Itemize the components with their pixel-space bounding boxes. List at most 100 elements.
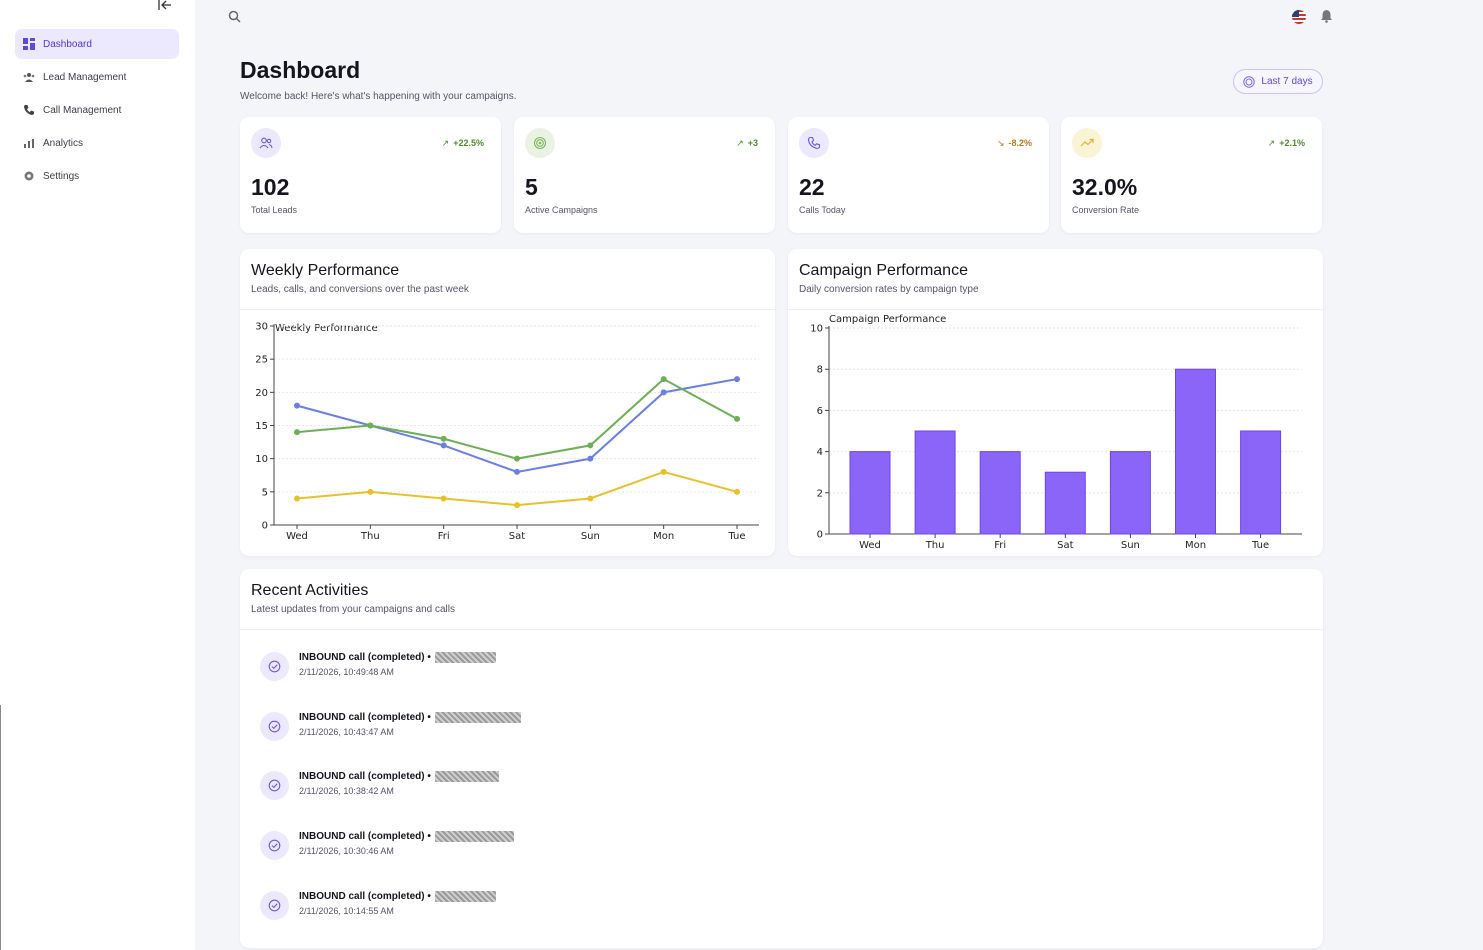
sidebar-edge xyxy=(0,705,2,950)
y-tick-label: 2 xyxy=(817,488,823,499)
x-tick-label: Sat xyxy=(1057,540,1073,551)
target-icon xyxy=(1243,75,1256,88)
activity-time: 2/11/2026, 10:14:55 AM xyxy=(299,906,394,916)
y-tick-label: 6 xyxy=(817,406,823,417)
sidebar-item-analytics[interactable]: Analytics xyxy=(15,128,179,158)
activity-time: 2/11/2026, 10:30:46 AM xyxy=(299,846,394,856)
us-flag-icon[interactable] xyxy=(1292,10,1306,24)
stat-card-conversion-rate: ↗ +2.1% 32.0% Conversion Rate xyxy=(1061,117,1322,233)
y-tick-label: 0 xyxy=(262,521,268,532)
bar xyxy=(914,430,956,535)
x-tick-label: Tue xyxy=(727,531,745,542)
y-tick-label: 10 xyxy=(255,454,268,465)
x-tick-label: Fri xyxy=(438,531,450,542)
stat-change: ↘ -8.2% xyxy=(996,138,1032,148)
page-title: Dashboard xyxy=(240,57,361,83)
gear-icon xyxy=(23,170,35,182)
activity-item[interactable]: INBOUND call (completed) • 2/11/2026, 10… xyxy=(260,831,860,863)
bar xyxy=(1109,451,1151,535)
page-subtitle: Welcome back! Here's what's happening wi… xyxy=(240,91,517,102)
sidebar-item-label: Dashboard xyxy=(43,38,92,50)
sidebar-item-dashboard[interactable]: Dashboard xyxy=(15,29,179,59)
activity-item[interactable]: INBOUND call (completed) • 2/11/2026, 10… xyxy=(260,771,860,803)
stat-card-active-campaigns: ↗ +3 5 Active Campaigns xyxy=(514,117,775,233)
stat-card-calls-today: ↘ -8.2% 22 Calls Today xyxy=(788,117,1049,233)
series-line-3 xyxy=(296,470,738,507)
check-circle-icon xyxy=(260,771,289,800)
stat-label: Active Campaigns xyxy=(525,205,598,215)
stat-change: ↗ +3 xyxy=(736,138,758,148)
activity-time: 2/11/2026, 10:43:47 AM xyxy=(299,727,394,737)
activity-title: INBOUND call (completed) • xyxy=(299,891,496,902)
stat-value: 5 xyxy=(525,174,538,200)
data-point xyxy=(294,495,300,502)
stat-value: 102 xyxy=(251,174,290,200)
sidebar-item-call-management[interactable]: Call Management xyxy=(15,95,179,125)
activity-item[interactable]: INBOUND call (completed) • 2/11/2026, 10… xyxy=(260,712,860,744)
redacted-name xyxy=(434,891,496,902)
divider xyxy=(240,629,1323,630)
stat-label: Conversion Rate xyxy=(1072,205,1140,215)
date-range-label: Last 7 days xyxy=(1261,76,1313,87)
campaign-performance-card: Campaign Performance Daily conversion ra… xyxy=(788,249,1323,556)
chart-title: Campaign Performance xyxy=(829,314,946,325)
bar xyxy=(979,451,1021,535)
campaign-performance-chart: Campaign Performance 0 2 4 6 8 10 Wed Thu Fri Sat S… xyxy=(810,314,1302,551)
x-tick-label: Thu xyxy=(925,540,945,551)
bar xyxy=(1044,471,1086,535)
sidebar-item-settings[interactable]: Settings xyxy=(15,161,179,191)
divider xyxy=(788,309,1323,310)
phone-icon xyxy=(799,128,829,158)
x-tick-label: Tue xyxy=(1251,540,1269,551)
x-tick-label: Thu xyxy=(360,531,380,542)
stat-value: 22 xyxy=(799,174,825,200)
stat-card-total-leads: ↗ +22.5% 102 Total Leads xyxy=(240,117,501,233)
data-point xyxy=(660,376,667,383)
phone-icon xyxy=(23,104,35,116)
activity-item[interactable]: INBOUND call (completed) • 2/11/2026, 10… xyxy=(260,652,860,684)
activity-title: INBOUND call (completed) • xyxy=(299,712,521,723)
chart-title: Weekly Performance xyxy=(275,323,378,334)
activity-item[interactable]: INBOUND call (completed) • 2/11/2026, 10… xyxy=(260,891,860,923)
check-circle-icon xyxy=(260,712,289,741)
y-tick-label: 15 xyxy=(255,421,268,432)
data-point xyxy=(734,376,740,383)
x-tick-label: Fri xyxy=(994,540,1006,551)
sidebar-item-label: Analytics xyxy=(43,137,84,149)
stat-change: ↗ +22.5% xyxy=(441,138,484,148)
data-point xyxy=(440,435,447,442)
y-tick-label: 4 xyxy=(817,447,823,458)
card-title: Recent Activities xyxy=(251,582,369,599)
divider xyxy=(240,309,775,310)
trending-up-icon xyxy=(1072,128,1102,158)
date-range-button[interactable]: Last 7 days xyxy=(1233,69,1323,94)
data-point xyxy=(294,402,300,409)
y-tick-label: 20 xyxy=(255,388,268,399)
chart-icon xyxy=(23,137,35,149)
sidebar: Dashboard Lead Management Call Managemen… xyxy=(0,0,195,950)
data-point xyxy=(514,468,520,475)
stat-label: Total Leads xyxy=(251,205,298,215)
y-tick-label: 5 xyxy=(262,487,268,498)
data-point xyxy=(660,389,667,396)
target-icon xyxy=(525,128,555,158)
collapse-sidebar-icon[interactable] xyxy=(158,0,176,12)
data-point xyxy=(587,442,594,449)
card-subtitle: Daily conversion rates by campaign type xyxy=(799,284,979,295)
trend-up-icon: ↗ xyxy=(441,138,450,148)
x-tick-label: Mon xyxy=(1185,540,1206,551)
search-icon[interactable] xyxy=(228,10,241,23)
y-tick-label: 0 xyxy=(817,530,823,541)
y-tick-label: 8 xyxy=(817,365,823,376)
check-circle-icon xyxy=(260,831,289,860)
bell-icon[interactable] xyxy=(1320,9,1333,23)
card-subtitle: Latest updates from your campaigns and c… xyxy=(251,604,455,615)
x-tick-label: Sun xyxy=(581,531,600,542)
activity-title: INBOUND call (completed) • xyxy=(299,652,496,663)
sidebar-item-lead-management[interactable]: Lead Management xyxy=(15,62,179,92)
y-tick-label: 10 xyxy=(810,324,823,335)
redacted-name xyxy=(434,712,521,723)
data-point xyxy=(367,488,374,495)
dashboard-icon xyxy=(23,38,35,50)
redacted-name xyxy=(434,831,514,842)
